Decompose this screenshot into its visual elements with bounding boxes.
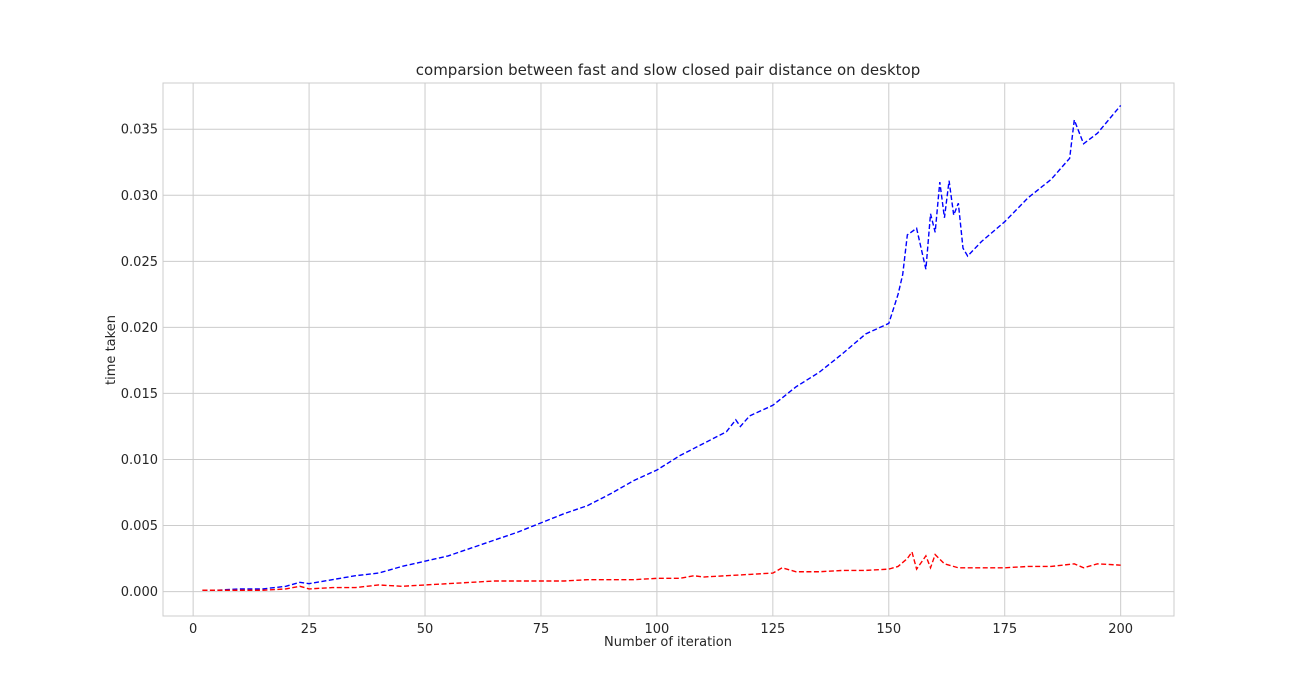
y-tick-label: 0.005 [121, 519, 158, 534]
chart-title: comparsion between fast and slow closed … [416, 61, 920, 79]
series-layer [202, 105, 1122, 591]
y-tick-label: 0.000 [121, 585, 158, 600]
y-tick-label: 0.015 [121, 387, 158, 402]
y-axis-label: time taken [104, 315, 119, 385]
plot-frame [162, 82, 1175, 617]
y-gridlines [163, 128, 1174, 593]
y-tick-labels: 0.000 0.005 0.010 0.015 0.020 0.025 0.030 0.035 [121, 123, 158, 600]
x-tick-label: 50 [417, 622, 434, 637]
x-tick-label: 0 [189, 622, 197, 637]
x-tick-label: 25 [301, 622, 318, 637]
x-tick-label: 200 [1108, 622, 1133, 637]
x-tick-label: 100 [644, 622, 669, 637]
x-tick-label: 175 [992, 622, 1017, 637]
x-tick-label: 75 [533, 622, 550, 637]
x-tick-label: 150 [876, 622, 901, 637]
x-gridlines [192, 83, 1122, 616]
y-tick-label: 0.030 [121, 189, 158, 204]
y-tick-label: 0.010 [121, 453, 158, 468]
y-tick-label: 0.035 [121, 123, 158, 138]
y-tick-label: 0.020 [121, 321, 158, 336]
series-line-1 [202, 105, 1122, 591]
x-axis-label: Number of iteration [604, 635, 732, 650]
y-tick-label: 0.025 [121, 255, 158, 270]
x-tick-labels: 0 25 50 75 100 125 150 175 200 [189, 622, 1133, 637]
x-tick-label: 125 [760, 622, 785, 637]
series-line-2 [202, 550, 1121, 591]
